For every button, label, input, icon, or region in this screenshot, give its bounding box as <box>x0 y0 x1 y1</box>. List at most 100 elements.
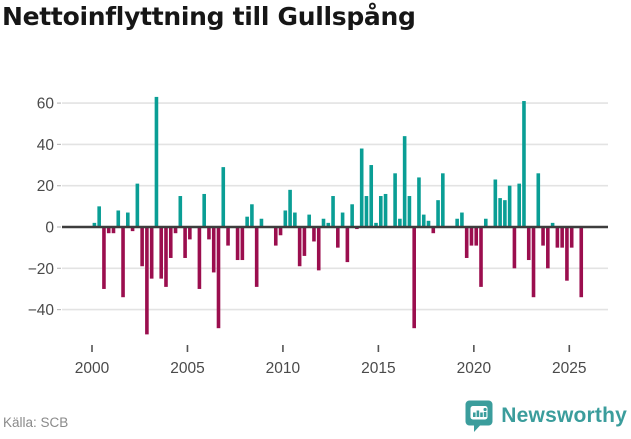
bar-2024-q3 <box>560 227 564 248</box>
bar-2001-q3 <box>121 227 125 298</box>
bar-2002-q3 <box>140 227 144 267</box>
bar-2022-q1 <box>512 227 517 269</box>
bar-2010-q4 <box>297 227 302 267</box>
bar-2004-q3 <box>178 196 183 227</box>
bar-2024-q2 <box>555 227 560 248</box>
bar-2007-q4 <box>240 227 245 261</box>
bar-2004-q1 <box>168 227 173 258</box>
bar-2010-q3 <box>293 212 297 227</box>
bar-2017-q4 <box>431 227 436 234</box>
bar-2016-q4 <box>412 227 416 329</box>
bar-2019-q2 <box>460 212 464 227</box>
y-axis-label-0: 0 <box>45 220 54 237</box>
bar-2006-q1 <box>207 227 211 240</box>
bar-2009-q3 <box>273 227 278 246</box>
bar-2000-q4 <box>106 227 111 234</box>
bar-2012-q2 <box>326 222 331 227</box>
bar-2011-q2 <box>307 214 311 227</box>
bar-2000-q1 <box>92 222 97 227</box>
bar-2014-q3 <box>369 165 374 227</box>
bar-2001-q4 <box>126 212 130 227</box>
y-axis-label-60: 60 <box>37 96 55 113</box>
bar-2006-q4 <box>221 167 226 227</box>
bar-2014-q1 <box>359 148 364 227</box>
bar-2022-q4 <box>526 227 531 261</box>
bar-2022-q3 <box>522 101 526 227</box>
chart-area: 60 40 20 0 −20 −40 2000 2005 2010 2015 2020 2025 <box>0 84 631 384</box>
bar-2016-q3 <box>407 196 412 227</box>
bar-2017-q3 <box>426 220 431 228</box>
newsworthy-wordmark: Newsworthy <box>501 404 627 427</box>
bar-2008-q2 <box>250 204 254 227</box>
newsworthy-badge-icon <box>465 400 493 432</box>
bar-2024-q4 <box>565 227 569 281</box>
bar-2020-q1 <box>474 227 479 246</box>
bar-2017-q1 <box>417 177 421 227</box>
newsworthy-logo: Newsworthy <box>464 399 627 433</box>
bar-2007-q1 <box>226 227 230 246</box>
bar-2006-q2 <box>211 227 216 273</box>
bar-2010-q2 <box>288 189 292 227</box>
chart-header: Nettoinflyttning till Gullspång <box>2 2 629 31</box>
bar-2018-q1 <box>436 200 440 227</box>
bar-2001-q1 <box>111 227 116 234</box>
bar-2025-q3 <box>579 227 584 298</box>
bar-2016-q2 <box>402 136 407 227</box>
bar-2012-q3 <box>331 196 335 227</box>
bar-2002-q4 <box>145 227 149 335</box>
bar-2019-q4 <box>469 227 474 246</box>
bar-2013-q1 <box>340 212 345 227</box>
x-axis-label-2000: 2000 <box>75 360 110 377</box>
bar-2003-q3 <box>159 227 164 279</box>
bar-2023-q4 <box>546 227 550 269</box>
bar-2022-q2 <box>517 183 521 227</box>
bar-2017-q2 <box>421 214 426 227</box>
bar-2008-q1 <box>245 216 249 227</box>
source-label: Källa: SCB <box>3 415 69 430</box>
bar-2020-q3 <box>483 218 488 227</box>
bar-2006-q3 <box>216 227 221 329</box>
bar-2007-q3 <box>235 227 240 261</box>
bar-2023-q1 <box>531 227 536 298</box>
bar-2000-q2 <box>97 206 101 227</box>
bar-2005-q4 <box>202 193 206 227</box>
bar-2021-q2 <box>498 198 502 227</box>
bar-2014-q2 <box>364 196 369 227</box>
bar-2021-q1 <box>493 179 498 227</box>
bar-2019-q3 <box>464 227 469 258</box>
bar-2004-q4 <box>183 227 187 258</box>
chart-footer: Källa: SCB Newsworthy <box>0 397 631 433</box>
bar-2018-q2 <box>441 173 445 227</box>
bar-2020-q2 <box>479 227 483 287</box>
x-axis-label-2020: 2020 <box>457 360 492 377</box>
bar-2003-q1 <box>149 227 154 279</box>
bar-2005-q1 <box>188 227 192 240</box>
bar-2023-q3 <box>541 227 545 246</box>
x-axis-label-2025: 2025 <box>552 360 586 377</box>
bar-2013-q2 <box>345 227 350 263</box>
bar-2016-q1 <box>398 218 402 227</box>
bar-2025-q1 <box>569 227 574 248</box>
bar-2004-q2 <box>173 227 178 234</box>
bar-2012-q4 <box>336 227 340 248</box>
page-title: Nettoinflyttning till Gullspång <box>2 2 416 31</box>
bar-2015-q4 <box>393 173 397 227</box>
bar-2002-q2 <box>135 183 140 227</box>
bar-2021-q3 <box>503 200 507 227</box>
x-axis-label-2015: 2015 <box>361 360 395 377</box>
migration-bar-chart: 60 40 20 0 −20 −40 2000 2005 2010 2015 2020 2025 <box>28 96 608 377</box>
bar-2012-q1 <box>321 218 326 227</box>
bar-2011-q1 <box>302 227 307 256</box>
bar-2008-q3 <box>254 227 259 287</box>
bar-2024-q1 <box>550 222 555 227</box>
x-axis-label-2005: 2005 <box>170 360 204 377</box>
bar-2015-q1 <box>378 196 383 227</box>
y-axis-label-40: 40 <box>37 137 55 154</box>
y-axis-label--40: −40 <box>28 302 55 319</box>
bar-2010-q1 <box>283 210 288 227</box>
bar-2005-q3 <box>197 227 202 289</box>
bar-2011-q3 <box>312 227 316 242</box>
bar-2011-q4 <box>316 227 321 271</box>
x-axis-label-2010: 2010 <box>266 360 301 377</box>
bar-2015-q2 <box>383 193 388 227</box>
